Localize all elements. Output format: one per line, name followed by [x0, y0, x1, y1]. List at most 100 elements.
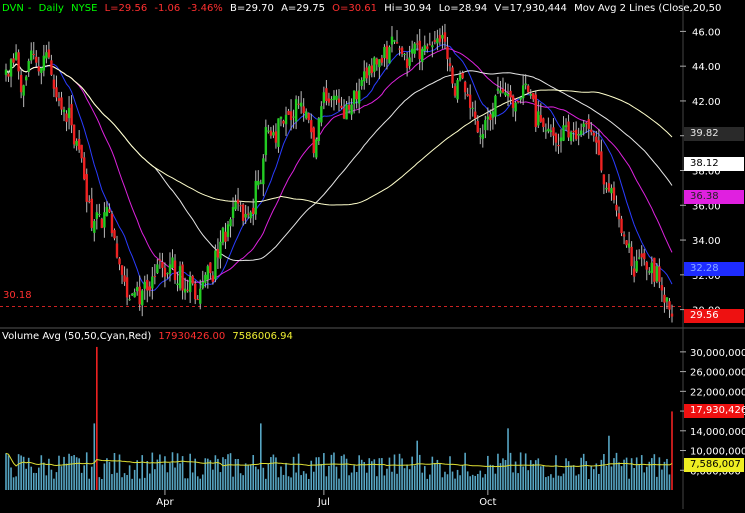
- volume-bar: [282, 474, 285, 490]
- candle-body: [37, 66, 40, 72]
- moving-average-lines: [5, 44, 673, 292]
- candle-body: [549, 130, 553, 133]
- volume-bar: [633, 467, 635, 490]
- candle-body: [357, 90, 361, 104]
- volume-bar: [138, 478, 141, 490]
- volume-bar: [532, 463, 535, 490]
- candle-body: [532, 93, 535, 100]
- candle-body: [368, 66, 371, 76]
- candle-body: [183, 288, 187, 293]
- candle-body: [60, 97, 63, 110]
- candle-body: [632, 268, 636, 277]
- candle-body: [138, 286, 141, 305]
- volume-bar: [75, 457, 78, 490]
- volume-bar: [640, 455, 643, 490]
- volume-bar: [595, 463, 598, 490]
- volume-bar: [625, 457, 628, 490]
- time-axis: Apr Jul Oct: [156, 490, 497, 508]
- price-change: -1.06: [154, 3, 181, 14]
- volume-bar: [12, 477, 15, 490]
- candle-body: [57, 98, 61, 101]
- candle-body: [418, 40, 421, 60]
- candle-body: [292, 116, 295, 118]
- volume-bar: [471, 474, 474, 490]
- candle-body: [118, 258, 121, 265]
- volume-bar: [668, 474, 671, 490]
- volume-bar: [239, 473, 242, 490]
- candle-body: [350, 104, 353, 115]
- volume-bar: [83, 465, 86, 490]
- candle-body: [579, 130, 583, 135]
- candle-body: [471, 107, 474, 109]
- volume-bar: [320, 463, 323, 490]
- volume-bar: [537, 458, 540, 490]
- volume-bar: [527, 470, 530, 490]
- volume-bar: [643, 472, 646, 490]
- candle-body: [569, 132, 573, 142]
- volume-bar: [413, 465, 416, 490]
- volume-bar: [540, 466, 542, 490]
- candle-body: [105, 207, 109, 216]
- ma-magenta-tag: 36.38: [684, 190, 744, 204]
- volume-bar: [431, 456, 434, 490]
- candle-body: [307, 113, 310, 121]
- volume-bar: [143, 477, 146, 490]
- volume-bar: [565, 458, 567, 490]
- candle-body: [486, 116, 490, 120]
- volume-bar: [103, 463, 106, 490]
- volume-bar: [25, 468, 27, 490]
- volume-bar: [512, 472, 514, 490]
- candle-body: [103, 212, 106, 228]
- candle-body: [88, 200, 91, 202]
- indicator-label[interactable]: Mov Avg 2 Lines (Close,20,50: [574, 3, 722, 14]
- volume-bar: [557, 475, 560, 490]
- volume-bar: [522, 466, 524, 490]
- last-price: L=29.56: [104, 3, 148, 14]
- volume-bar: [547, 476, 550, 490]
- candle-body: [655, 266, 659, 282]
- volume-bar: [191, 472, 194, 490]
- candle-body: [50, 60, 53, 75]
- volume-bar: [214, 455, 217, 490]
- high-price: Hi=30.94: [384, 3, 432, 14]
- symbol[interactable]: DVN: [2, 3, 24, 14]
- time-tick-label: Apr: [156, 497, 174, 508]
- volume-bar: [461, 464, 464, 490]
- candle-body: [277, 118, 280, 147]
- volume-bar: [78, 458, 80, 490]
- volume-bar: [171, 452, 174, 490]
- volume-value-1: 17930426.00: [158, 331, 226, 342]
- candle-body: [577, 133, 580, 136]
- volume-bar: [159, 454, 161, 490]
- volume-bar: [350, 472, 353, 490]
- candle-body: [262, 158, 265, 185]
- candle-body: [428, 44, 432, 46]
- candle-body: [297, 103, 300, 105]
- volume-bar: [20, 455, 22, 490]
- candle-body: [141, 290, 144, 306]
- candle-body: [620, 218, 623, 234]
- volume-bar: [479, 470, 482, 490]
- volume-bar: [446, 474, 449, 490]
- candle-body: [267, 130, 270, 132]
- volume-bar: [459, 475, 461, 490]
- candle-body: [461, 72, 464, 79]
- period[interactable]: Daily: [38, 3, 64, 14]
- candle-body: [529, 93, 532, 96]
- candle-body: [590, 129, 593, 133]
- candle-body: [468, 94, 472, 108]
- candle-body: [474, 111, 477, 119]
- volume-bar: [368, 458, 371, 490]
- volume-bar: [398, 453, 401, 490]
- candle-body: [627, 243, 631, 248]
- volume-indicator-label[interactable]: Volume Avg (50,50,Cyan,Red): [2, 331, 152, 342]
- volume-bar: [30, 466, 33, 490]
- candle-body: [380, 57, 384, 63]
- volume-bar: [658, 457, 661, 490]
- candle-body: [557, 145, 560, 147]
- volume-bar: [542, 465, 545, 490]
- volume-bar: [456, 469, 459, 490]
- volume-avg-tag: 7,586,007: [684, 458, 744, 472]
- candle-body: [219, 241, 222, 259]
- candle-body: [554, 133, 558, 143]
